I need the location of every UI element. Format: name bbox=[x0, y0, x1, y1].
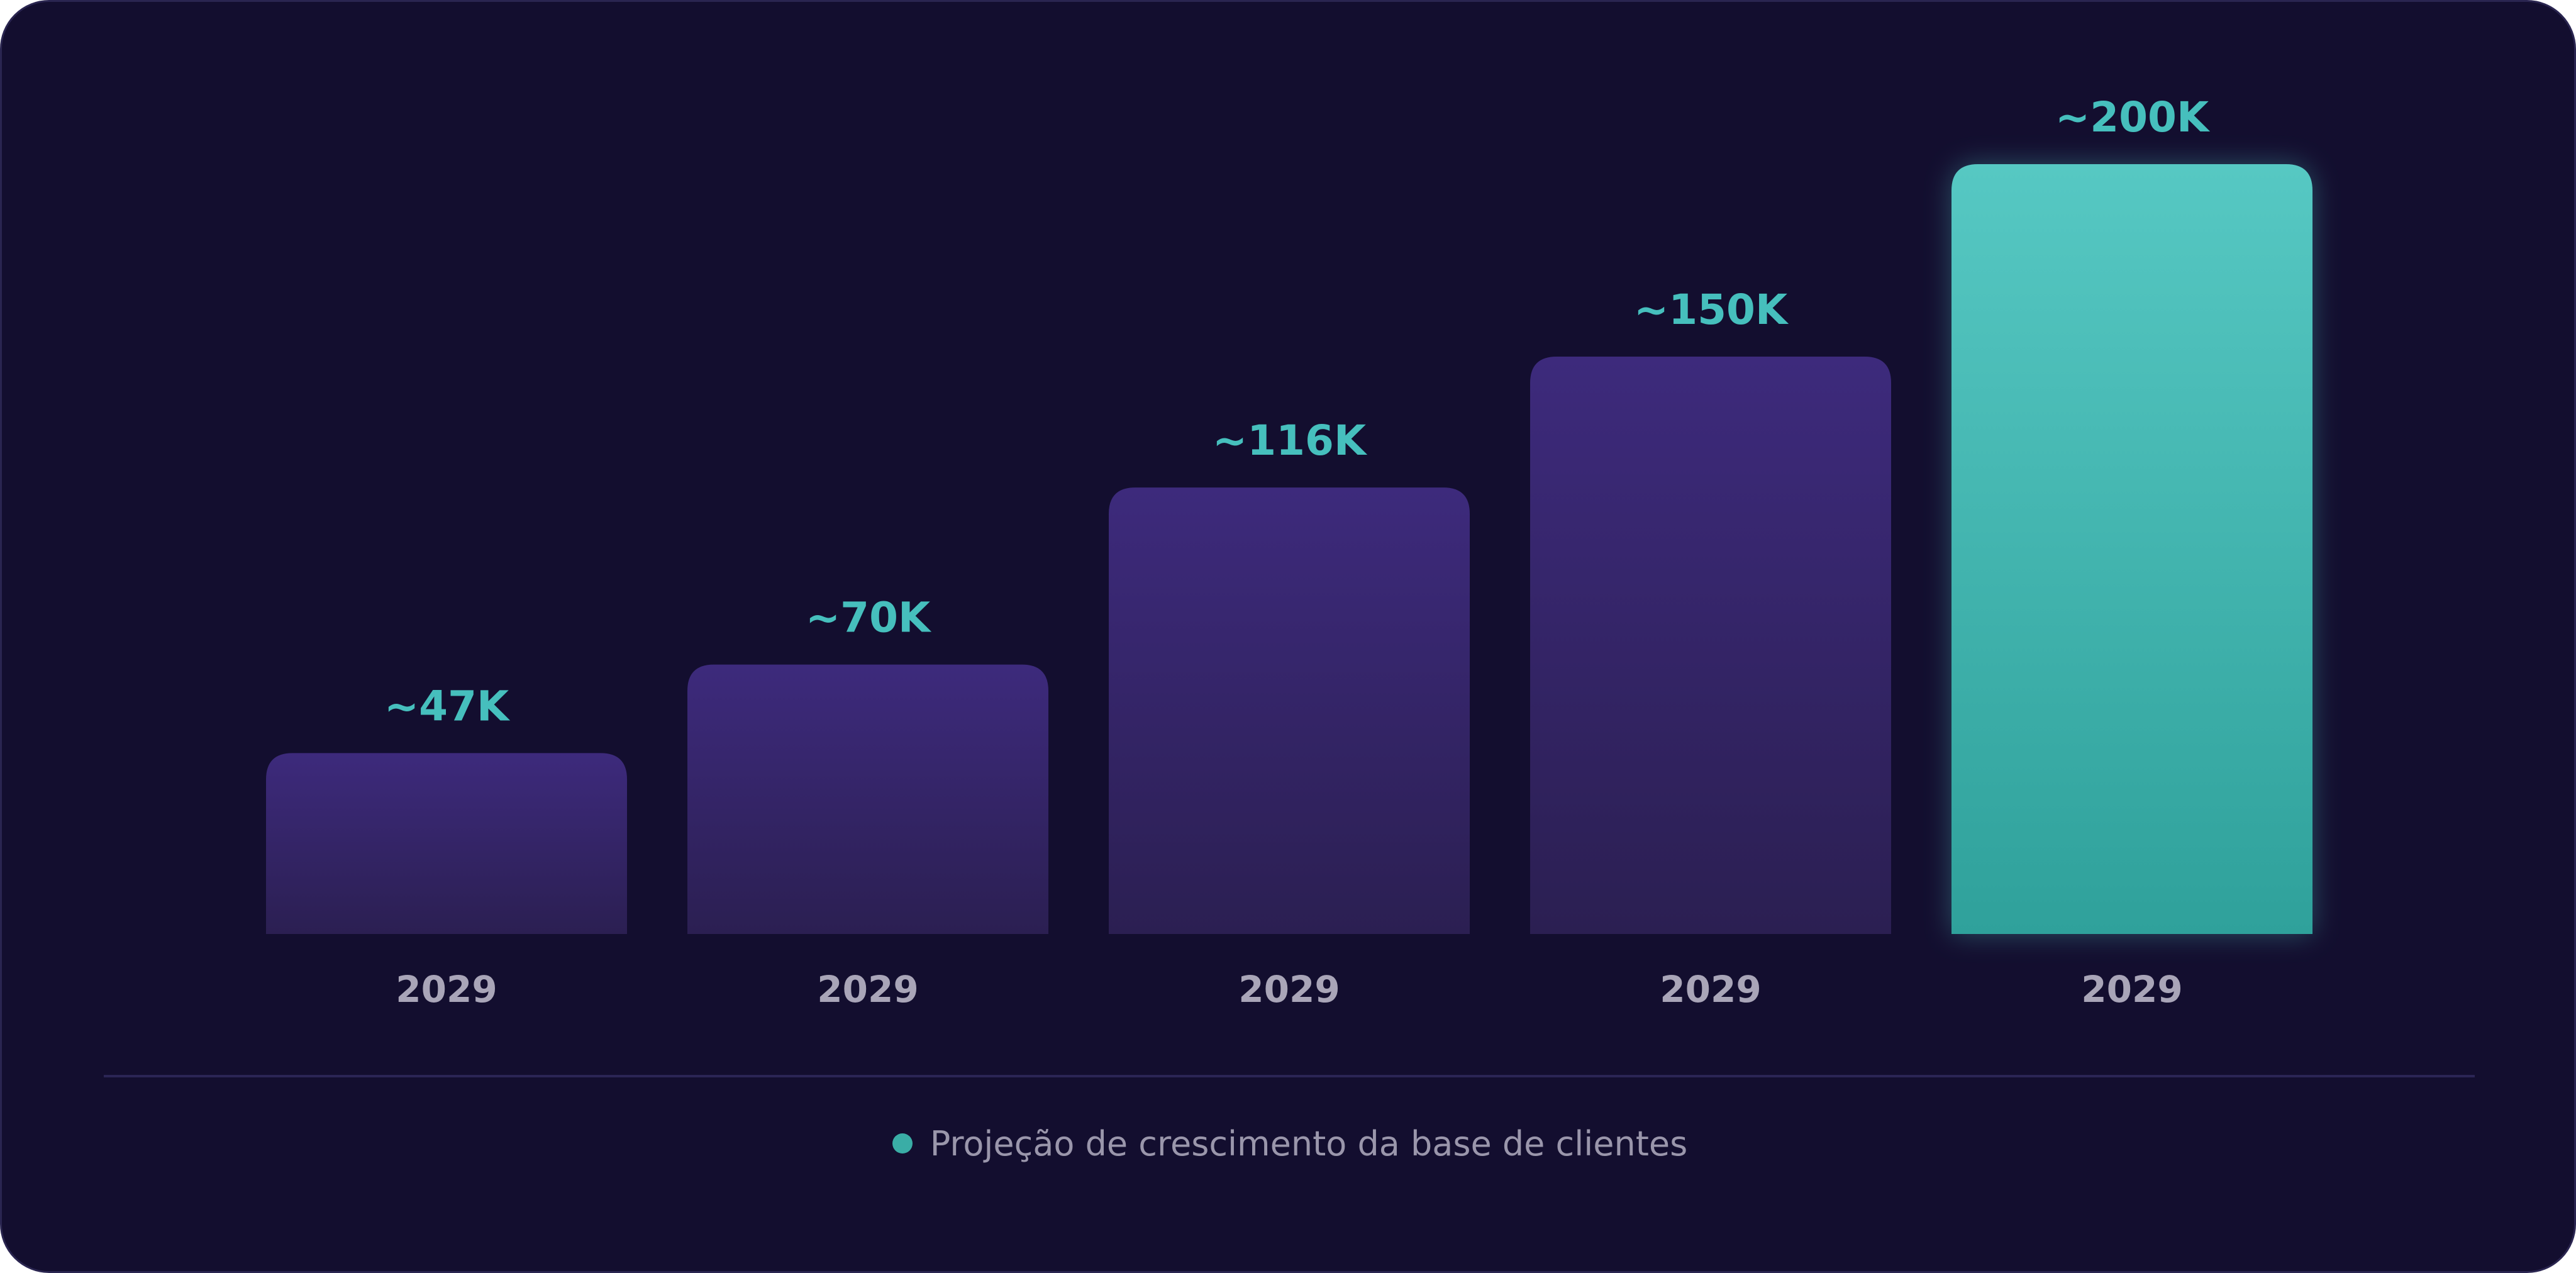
value-label-2: ~70K bbox=[806, 594, 932, 642]
legend-dot-icon bbox=[892, 1133, 913, 1153]
value-label-5: ~200K bbox=[2055, 93, 2211, 142]
legend-label: Projeção de crescimento da base de clien… bbox=[930, 1123, 1688, 1164]
legend-divider bbox=[104, 1075, 2475, 1077]
bars-group bbox=[266, 164, 2312, 934]
category-label-1: 2029 bbox=[396, 968, 497, 1011]
bar-2 bbox=[687, 664, 1048, 934]
bar-3 bbox=[1109, 487, 1470, 934]
category-label-3: 2029 bbox=[1238, 968, 1340, 1011]
bar-chart: ~47K 2029 ~70K 2029 ~116K 2029 ~150K 2029 ~200K 2… bbox=[266, 93, 2312, 1011]
labels-group: ~47K 2029 ~70K 2029 ~116K 2029 ~150K 2029 ~200K 2… bbox=[384, 93, 2211, 1011]
value-label-4: ~150K bbox=[1634, 286, 1789, 334]
chart-legend: Projeção de crescimento da base de clien… bbox=[2, 1118, 2574, 1169]
bar-5 bbox=[1951, 164, 2312, 934]
category-label-2: 2029 bbox=[817, 968, 918, 1011]
category-label-4: 2029 bbox=[1660, 968, 1761, 1011]
value-label-3: ~116K bbox=[1213, 416, 1368, 465]
bar-1 bbox=[266, 753, 627, 934]
category-label-5: 2029 bbox=[2081, 968, 2182, 1011]
value-label-1: ~47K bbox=[384, 682, 511, 730]
bar-4 bbox=[1530, 357, 1891, 934]
